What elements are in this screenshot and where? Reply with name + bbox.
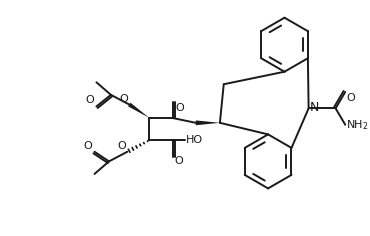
Text: O: O (118, 141, 126, 151)
Text: O: O (346, 93, 355, 103)
Text: HO: HO (186, 135, 203, 145)
Polygon shape (196, 120, 220, 125)
Text: O: O (86, 96, 94, 105)
Text: O: O (175, 103, 184, 113)
Text: O: O (84, 141, 92, 151)
Polygon shape (128, 103, 149, 118)
Text: N: N (310, 101, 319, 114)
Text: NH$_2$: NH$_2$ (346, 118, 369, 132)
Text: O: O (175, 156, 183, 166)
Text: O: O (120, 93, 128, 104)
